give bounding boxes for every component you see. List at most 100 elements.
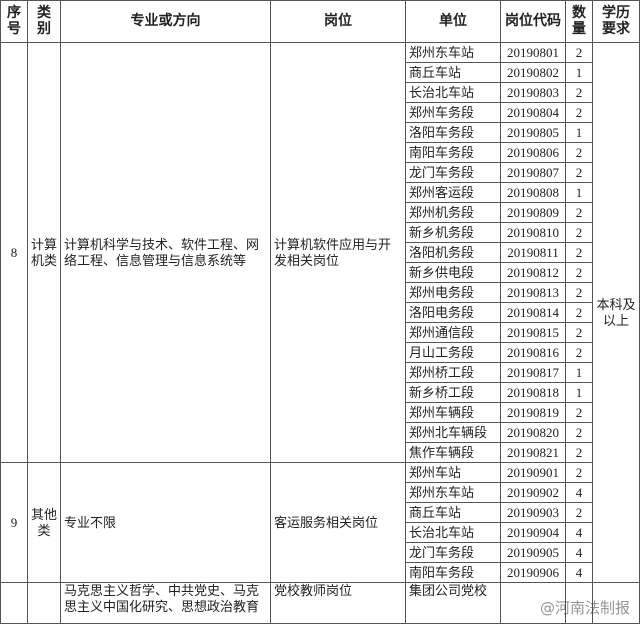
table-row: 龙门车务段 20190905 4: [1, 542, 640, 563]
header-cell: 单位: [405, 0, 501, 43]
header-row: 序号 类别 专业或方向 岗位 单位 岗位代码 数量 学历要求: [0, 0, 640, 43]
header-cell: 岗位: [270, 0, 406, 43]
unit-cell: 长治北车站: [405, 522, 501, 543]
table-row: 郑州机务段 20190809 2: [1, 202, 640, 223]
post-cell: 计算机软件应用与开发相关岗位: [270, 42, 406, 463]
code-cell: 20190804: [500, 102, 566, 123]
count-cell: 2: [565, 282, 593, 303]
table-body: 8 计算机类 计算机科学与技术、软件工程、网络工程、信息管理与信息系统等 计算机软件应…: [0, 42, 640, 624]
count-cell: 4: [565, 542, 593, 563]
unit-cell: 新乡机务段: [405, 222, 501, 243]
code-cell: 20190806: [500, 142, 566, 163]
count-cell: 1: [565, 382, 593, 403]
code-cell: 20190905: [500, 542, 566, 563]
count-cell: 2: [565, 502, 593, 523]
table-row: 商丘车站 20190903 2: [1, 502, 640, 523]
table-row: 郑州北车辆段 20190820 2: [1, 422, 640, 443]
count-cell: 1: [565, 182, 593, 203]
major-cell: 计算机科学与技术、软件工程、网络工程、信息管理与信息系统等: [60, 42, 271, 463]
unit-cell: 新乡桥工段: [405, 382, 501, 403]
code-cell: 20190821: [500, 442, 566, 463]
code-cell: 20190809: [500, 202, 566, 223]
code-cell: 20190820: [500, 422, 566, 443]
code-cell: 20190903: [500, 502, 566, 523]
count-cell: 2: [565, 82, 593, 103]
unit-cell: 南阳车务段: [405, 562, 501, 583]
serial-cell: [0, 582, 28, 624]
code-cell: 20190805: [500, 122, 566, 143]
count-cell: 2: [565, 402, 593, 423]
code-cell: 20190902: [500, 482, 566, 503]
table-row: 郑州车辆段 20190819 2: [1, 402, 640, 423]
unit-cell: 郑州车站: [405, 462, 501, 483]
education-cell: [592, 582, 640, 624]
table-row: 新乡机务段 20190810 2: [1, 222, 640, 243]
unit-cell: 南阳车务段: [405, 142, 501, 163]
code-cell: 20190904: [500, 522, 566, 543]
unit-cell: 洛阳机务段: [405, 242, 501, 263]
code-cell: 20190817: [500, 362, 566, 383]
code-cell: 20190815: [500, 322, 566, 343]
education-cell: 本科及以上: [592, 42, 640, 583]
table-row: 长治北车站 20190904 4: [1, 522, 640, 543]
count-cell: 2: [565, 322, 593, 343]
code-cell: 20190810: [500, 222, 566, 243]
header-cell: 岗位代码: [500, 0, 566, 43]
table-row: 郑州电务段 20190813 2: [1, 282, 640, 303]
count-cell: 2: [565, 422, 593, 443]
header-cell: 学历要求: [592, 0, 640, 43]
code-cell: 20190814: [500, 302, 566, 323]
unit-cell: 郑州通信段: [405, 322, 501, 343]
count-cell: 1: [565, 362, 593, 383]
code-cell: 20190807: [500, 162, 566, 183]
unit-cell: 郑州北车辆段: [405, 422, 501, 443]
major-cell: 专业不限: [60, 462, 271, 583]
count-cell: 4: [565, 482, 593, 503]
unit-cell: 郑州车务段: [405, 102, 501, 123]
header-cell: 序号: [0, 0, 28, 43]
table-row: 商丘车站 20190802 1: [1, 62, 640, 83]
unit-cell: 郑州电务段: [405, 282, 501, 303]
code-cell: 20190803: [500, 82, 566, 103]
table-row: 9 其他类 专业不限 客运服务相关岗位 郑州车站 20190901 2: [0, 462, 640, 583]
code-cell: [500, 582, 566, 624]
unit-cell: 郑州东车站: [405, 42, 501, 63]
unit-cell: 洛阳车务段: [405, 122, 501, 143]
unit-cell: 洛阳电务段: [405, 302, 501, 323]
table-row: 郑州东车站 20190902 4: [1, 482, 640, 503]
table-row: 月山工务段 20190816 2: [1, 342, 640, 363]
count-cell: 2: [565, 242, 593, 263]
code-cell: 20190906: [500, 562, 566, 583]
post-cell: 党校教师岗位: [270, 582, 406, 624]
table-row: 新乡供电段 20190812 2: [1, 262, 640, 283]
table-row: 洛阳电务段 20190814 2: [1, 302, 640, 323]
serial-cell: 8: [0, 42, 28, 463]
count-cell: 4: [565, 562, 593, 583]
unit-cell: 郑州东车站: [405, 482, 501, 503]
table-row: 8 计算机类 计算机科学与技术、软件工程、网络工程、信息管理与信息系统等 计算机软件应…: [0, 42, 640, 583]
count-cell: 2: [565, 442, 593, 463]
header-cell: 数量: [565, 0, 593, 43]
unit-cell: 龙门车务段: [405, 542, 501, 563]
unit-cell: 商丘车站: [405, 62, 501, 83]
code-cell: 20190812: [500, 262, 566, 283]
category-cell: 其他类: [27, 462, 61, 583]
count-cell: 2: [565, 462, 593, 483]
unit-cell: 长治北车站: [405, 82, 501, 103]
unit-cell: 郑州客运段: [405, 182, 501, 203]
table-row: 新乡桥工段 20190818 1: [1, 382, 640, 403]
major-cell: 马克思主义哲学、中共党史、马克思主义中国化研究、思想政治教育: [60, 582, 271, 624]
category-cell: 计算机类: [27, 42, 61, 463]
code-cell: 20190818: [500, 382, 566, 403]
table-row: 南阳车务段 20190806 2: [1, 142, 640, 163]
unit-cell: 焦作车辆段: [405, 442, 501, 463]
count-cell: 2: [565, 262, 593, 283]
unit-cell: 郑州车辆段: [405, 402, 501, 423]
unit-cell: 商丘车站: [405, 502, 501, 523]
unit-cell: 龙门车务段: [405, 162, 501, 183]
category-cell: [27, 582, 61, 624]
count-cell: 2: [565, 202, 593, 223]
code-cell: 20190813: [500, 282, 566, 303]
